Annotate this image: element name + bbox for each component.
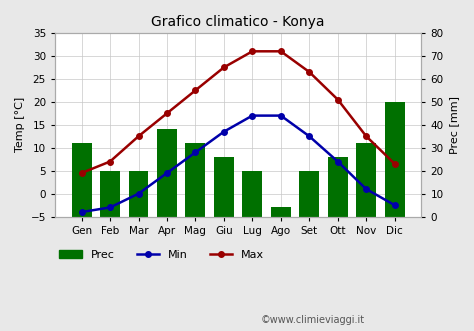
- Bar: [157, 129, 177, 216]
- Y-axis label: Temp [°C]: Temp [°C]: [15, 97, 25, 152]
- Bar: [299, 171, 319, 216]
- Text: ©www.climieviaggi.it: ©www.climieviaggi.it: [261, 315, 365, 325]
- Bar: [385, 102, 405, 216]
- Title: Grafico climatico - Konya: Grafico climatico - Konya: [151, 15, 325, 29]
- Bar: [271, 208, 291, 216]
- Bar: [356, 143, 376, 216]
- Bar: [185, 143, 205, 216]
- Bar: [100, 171, 120, 216]
- Bar: [242, 171, 262, 216]
- Bar: [128, 171, 148, 216]
- Bar: [72, 143, 91, 216]
- Bar: [214, 157, 234, 216]
- Bar: [328, 157, 348, 216]
- Y-axis label: Prec [mm]: Prec [mm]: [449, 96, 459, 154]
- Legend: Prec, Min, Max: Prec, Min, Max: [55, 246, 268, 264]
